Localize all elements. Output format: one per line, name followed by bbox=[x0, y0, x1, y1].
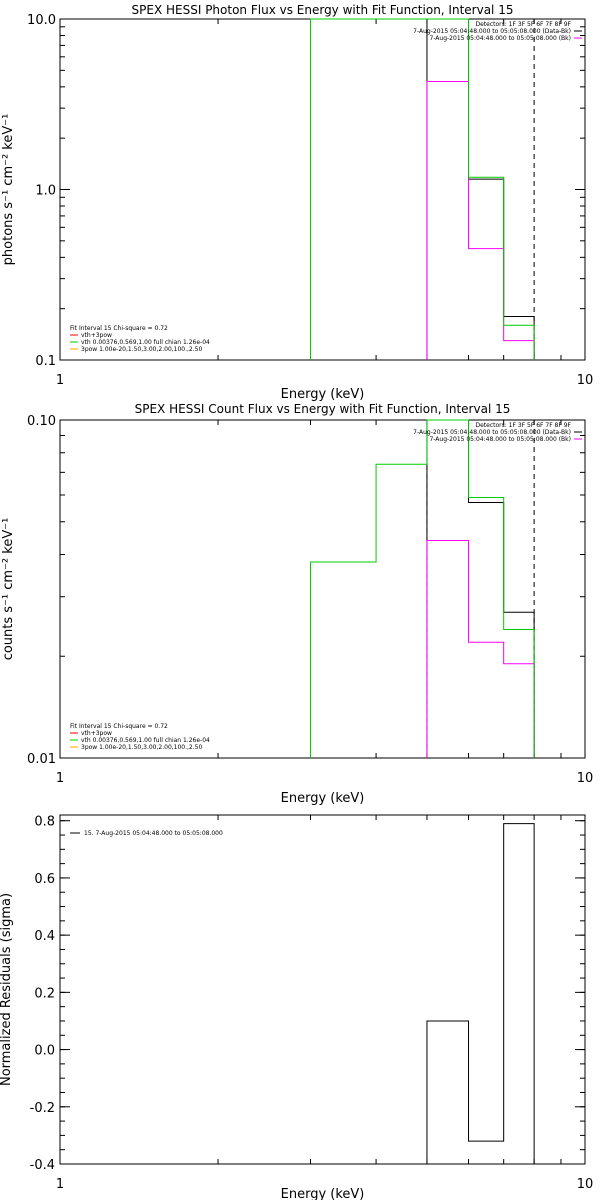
legend-entry: vth 0.00376,0.569,1.00 full chian 1.26e-… bbox=[81, 339, 210, 346]
chart-panel-2: SPEX HESSI Count Flux vs Energy with Fit… bbox=[1, 402, 593, 806]
series-line-1 bbox=[426, 823, 535, 1164]
x-tick-label: 10 bbox=[577, 771, 594, 786]
legend-entry: Detectors: 1F 3F 5F 6F 7F 8F 9F bbox=[475, 422, 571, 429]
plot-frame bbox=[59, 419, 586, 759]
x-tick-label: 1 bbox=[56, 1177, 64, 1192]
legend-entry: 7-Aug-2015 05:04:48.000 to 05:05:08.000 … bbox=[429, 436, 571, 443]
x-axis-label: Energy (keV) bbox=[281, 387, 365, 402]
x-tick-label: 10 bbox=[577, 373, 594, 388]
legend-entry: 3pow 1.00e-20,1.50,3.00,2.00,100.,2.50 bbox=[81, 346, 202, 353]
legend-entry: Fit Interval 15 Chi-square = 0.72 bbox=[70, 723, 168, 730]
y-axis-label: Normalized Residuals (sigma) bbox=[0, 893, 14, 1086]
x-tick-label: 1 bbox=[56, 373, 64, 388]
y-tick-label: 0.8 bbox=[34, 815, 55, 830]
legend-entry: 3pow 1.00e-20,1.50,3.00,2.00,100.,2.50 bbox=[81, 744, 202, 751]
y-tick-label: 0.1 bbox=[35, 354, 56, 369]
plot-frame bbox=[59, 814, 586, 1165]
series-line-1 bbox=[426, 18, 535, 360]
x-axis-label: Energy (keV) bbox=[281, 1187, 365, 1200]
legend-entry: 7-Aug-2015 05:04:48.000 to 05:05:08.000 … bbox=[413, 429, 571, 436]
chart-panel-3: 1 10 Energy (keV) -0.4 -0.2 0.0 0.2 0.4 0.6 0.8 No… bbox=[0, 814, 594, 1200]
series-line-3 bbox=[309, 419, 535, 758]
y-tick-label: 0.6 bbox=[34, 872, 55, 887]
y-tick-label: 0.01 bbox=[27, 752, 56, 767]
legend-entry: Detectors: 1F 3F 5F 6F 7F 8F 9F bbox=[475, 21, 571, 28]
series-line-1 bbox=[426, 419, 535, 758]
legend-entry: vth+3pow bbox=[81, 730, 112, 737]
chart-panel-1: SPEX HESSI Photon Flux vs Energy with Fi… bbox=[1, 3, 593, 402]
x-axis-label: Energy (keV) bbox=[281, 791, 365, 806]
x-tick-label: 10 bbox=[577, 1177, 594, 1192]
y-tick-label: -0.2 bbox=[30, 1101, 55, 1116]
legend-entry: 15. 7-Aug-2015 05:04:48.000 to 05:05:08.… bbox=[84, 830, 223, 837]
plot-frame bbox=[59, 18, 586, 361]
y-tick-label: 0.0 bbox=[34, 1044, 55, 1059]
legend-entry: 7-Aug-2015 05:04:48.000 to 05:05:08.000 … bbox=[413, 28, 571, 35]
chart-title: SPEX HESSI Count Flux vs Energy with Fit… bbox=[135, 402, 511, 416]
y-tick-label: 10.0 bbox=[27, 13, 56, 28]
legend-entry: vth 0.00376,0.569,1.00 full chian 1.26e-… bbox=[81, 737, 210, 744]
series-line-3 bbox=[309, 18, 535, 360]
y-tick-label: -0.4 bbox=[30, 1158, 55, 1173]
legend-entry: vth+3pow bbox=[81, 332, 112, 339]
x-tick-label: 1 bbox=[56, 771, 64, 786]
legend-entry: 7-Aug-2015 05:04:48.000 to 05:05:08.000 … bbox=[429, 35, 571, 42]
series-line-2 bbox=[426, 80, 535, 360]
y-tick-label: 0.4 bbox=[34, 929, 55, 944]
legend-entry: Fit Interval 15 Chi-square = 0.72 bbox=[70, 325, 168, 332]
series-line-2 bbox=[426, 540, 535, 758]
y-tick-label: 0.10 bbox=[27, 414, 56, 429]
y-tick-label: 1.0 bbox=[35, 184, 56, 199]
y-tick-label: 0.2 bbox=[34, 986, 55, 1001]
chart-title: SPEX HESSI Photon Flux vs Energy with Fi… bbox=[132, 3, 514, 17]
y-axis-label: photons s⁻¹ cm⁻² keV⁻¹ bbox=[1, 114, 16, 266]
y-axis-label: counts s⁻¹ cm⁻² keV⁻¹ bbox=[1, 518, 16, 661]
